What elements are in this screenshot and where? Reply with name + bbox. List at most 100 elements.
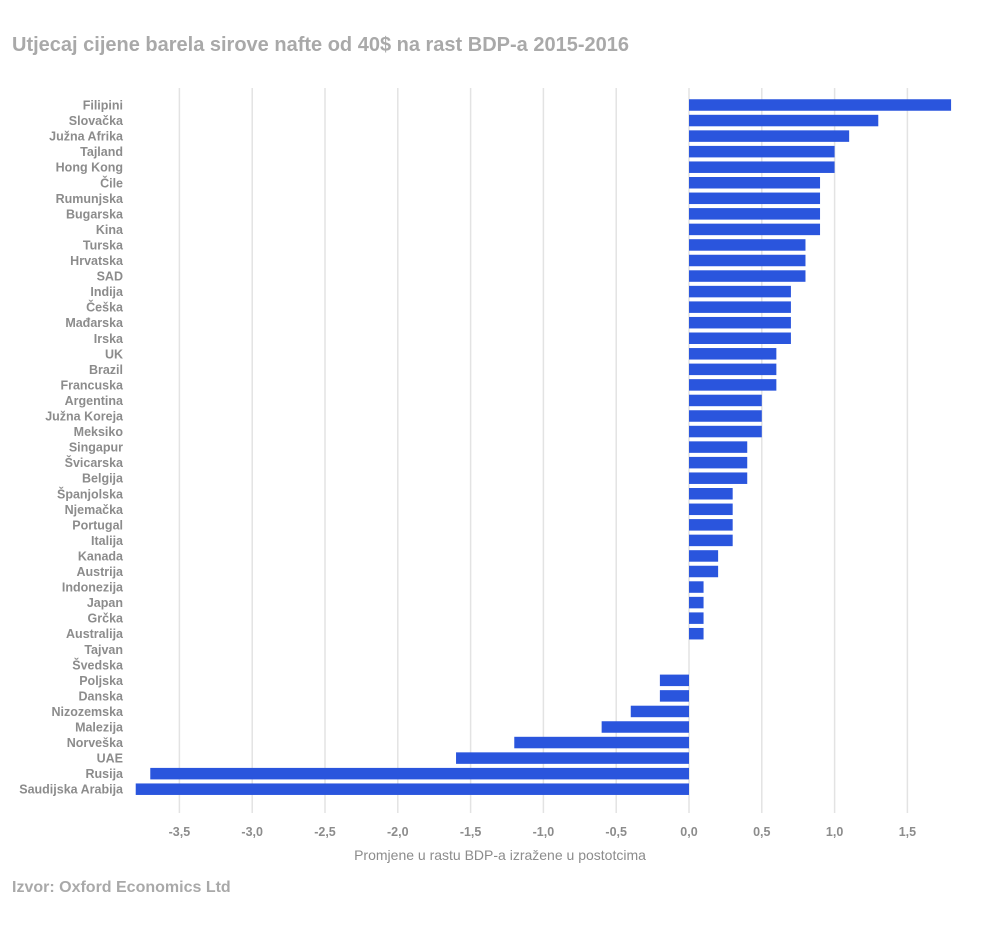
category-label: Turska [83, 238, 124, 252]
bar [689, 363, 777, 376]
bar [689, 456, 748, 469]
category-label: Irska [94, 332, 124, 346]
category-label: Saudijska Arabija [19, 783, 124, 797]
category-label: Tajland [80, 145, 123, 159]
bar [689, 425, 762, 438]
category-label: Poljska [79, 674, 124, 688]
category-label: Hrvatska [70, 254, 124, 268]
category-label: Švedska [72, 657, 124, 672]
bar [689, 612, 704, 624]
category-label: Singapur [69, 441, 123, 455]
category-label: Norveška [67, 736, 124, 750]
bar [689, 627, 704, 640]
bar [689, 239, 806, 251]
bar [514, 736, 689, 749]
category-label: Rumunjska [56, 192, 124, 206]
x-tick-label: 0,5 [753, 825, 770, 839]
category-label: Brazil [89, 363, 123, 377]
bar [135, 783, 690, 795]
x-tick-label: -3,5 [169, 825, 191, 839]
bar [689, 114, 879, 127]
category-label: Austrija [76, 565, 124, 579]
category-label: Belgija [82, 472, 124, 486]
bar [689, 503, 733, 516]
bar [689, 208, 821, 220]
x-tick-labels: -3,5 -3,0 -2,5 -2,0 -1,5 -1,0 -0,5 0,0 0,5 1,0 1,5 [169, 825, 917, 839]
bar [689, 223, 821, 236]
category-label: Meksiko [74, 425, 124, 439]
bar [601, 721, 689, 733]
bar [689, 316, 791, 329]
x-tick-label: 0,0 [680, 825, 697, 839]
bar [689, 161, 835, 173]
category-label: Rusija [85, 767, 124, 781]
x-tick-label: -1,5 [460, 825, 482, 839]
bar [689, 130, 850, 142]
bar [689, 379, 777, 391]
category-label: Italija [91, 534, 124, 548]
category-label: Mađarska [65, 316, 124, 330]
bar [456, 752, 689, 764]
bar [689, 441, 748, 453]
bar [689, 99, 952, 111]
bar [659, 690, 689, 702]
category-label: Njemačka [65, 503, 124, 517]
category-label: Južna Koreja [45, 410, 124, 424]
category-label: Hong Kong [56, 161, 123, 175]
category-label: Kina [96, 223, 124, 237]
category-label: Češka [86, 300, 124, 315]
category-label: Grčka [88, 612, 124, 626]
bar [689, 145, 835, 158]
bar [689, 534, 733, 547]
x-tick-label: -2,5 [314, 825, 336, 839]
bar [689, 581, 704, 593]
chart-title: Utjecaj cijene barela sirove nafte od 40… [12, 34, 629, 56]
category-label: Nizozemska [51, 705, 124, 719]
category-label: Malezija [75, 721, 124, 735]
bar [689, 332, 791, 344]
bar [689, 488, 733, 500]
bar [689, 565, 719, 578]
category-label: Australija [66, 627, 124, 641]
bar [689, 285, 791, 298]
category-label: Slovačka [69, 114, 124, 128]
category-label: Bugarska [66, 207, 124, 221]
category-label: Južna Afrika [49, 130, 124, 144]
bar [659, 674, 689, 687]
category-label: Danska [79, 689, 125, 703]
bar [689, 596, 704, 609]
bar [150, 767, 689, 780]
x-tick-label: 1,0 [826, 825, 843, 839]
category-label: Portugal [72, 518, 123, 532]
bar [689, 254, 806, 267]
category-label: Čile [100, 175, 123, 190]
bar [689, 301, 791, 313]
bar [689, 519, 733, 531]
x-tick-label: -2,0 [387, 825, 409, 839]
bar [689, 410, 762, 422]
bars [135, 99, 952, 795]
category-label: Francuska [60, 378, 124, 392]
bar [689, 192, 821, 205]
category-label: Filipini [83, 99, 123, 113]
category-label: Švicarska [65, 455, 124, 470]
bar [689, 348, 777, 360]
category-label: SAD [97, 270, 123, 284]
x-axis-title: Promjene u rastu BDP-a izražene u postot… [354, 847, 646, 863]
category-label: Španjolska [57, 486, 124, 501]
x-tick-label: -1,0 [533, 825, 555, 839]
bar [689, 550, 719, 562]
x-tick-label: 1,5 [899, 825, 916, 839]
category-label: UAE [97, 752, 123, 766]
bar [689, 177, 821, 189]
category-label: Argentina [65, 394, 124, 408]
bar [630, 705, 689, 718]
bar [689, 394, 762, 407]
source-note: Izvor: Oxford Economics Ltd [12, 879, 231, 896]
bar [689, 472, 748, 484]
category-label: Indija [90, 285, 124, 299]
category-label: Indonezija [62, 581, 124, 595]
category-label: Japan [87, 596, 123, 610]
